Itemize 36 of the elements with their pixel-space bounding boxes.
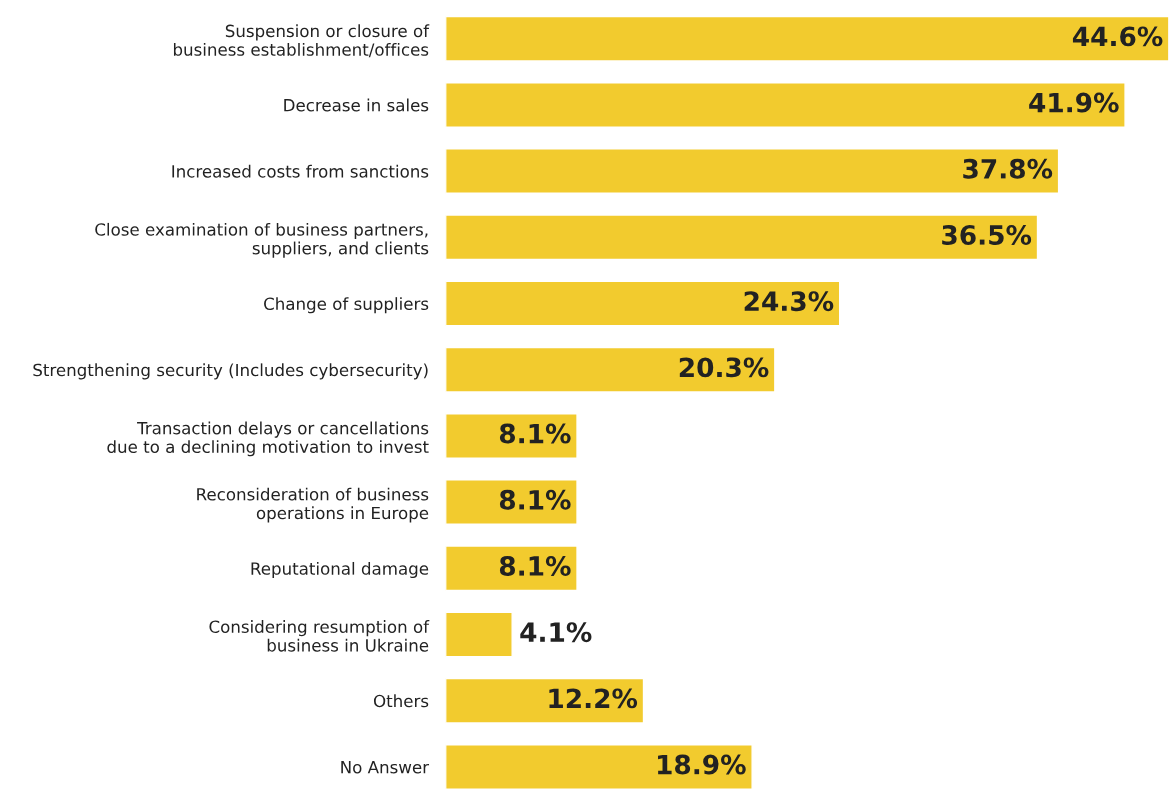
data-label: 37.8%: [963, 158, 1053, 179]
y-tick-label: Reputational damage: [251, 561, 429, 579]
y-tick-label: Considering resumption of business in Ukraine: [209, 620, 430, 652]
bar: [445, 148, 1060, 194]
y-tick-label: Reconsideration of business operations in Europe: [197, 487, 429, 523]
bar: [445, 346, 776, 393]
y-tick-label: Others: [373, 694, 429, 708]
bar: [445, 545, 578, 592]
bar: [445, 677, 645, 724]
bar: [445, 611, 513, 658]
data-label: 36.5%: [942, 225, 1032, 245]
bar: [445, 744, 753, 790]
y-tick-label: Decrease in sales: [284, 98, 429, 112]
y-tick-label: Transaction delays or cancellations due to a declining motivation to invest: [107, 421, 429, 457]
bar: [445, 413, 578, 459]
data-label: 44.6%: [1072, 26, 1163, 47]
bar: [445, 280, 841, 327]
data-label: 8.1%: [499, 489, 571, 510]
data-label: 4.1%: [520, 622, 592, 643]
bar: [445, 82, 1126, 128]
data-label: 18.9%: [658, 754, 746, 775]
y-tick-label: Increased costs from sanctions: [172, 164, 429, 178]
y-tick-label: No Answer: [341, 761, 430, 774]
data-label: 12.2%: [549, 688, 638, 709]
data-label: 8.1%: [499, 423, 571, 444]
y-tick-label: Suspension or closure of business establishment/offices: [173, 24, 430, 58]
data-label: 24.3%: [744, 291, 834, 312]
data-label: 41.9%: [1029, 92, 1119, 113]
bar: [445, 214, 1039, 261]
y-tick-label: Strengthening security (Includes cybersecurity): [33, 363, 428, 380]
data-label: 8.1%: [499, 556, 571, 576]
y-tick-label: Close examination of business partners, suppliers, and clients: [95, 222, 429, 258]
bar: [445, 15, 1170, 62]
y-tick-label: Change of suppliers: [264, 297, 429, 314]
data-label: 20.3%: [679, 357, 769, 378]
bar: [445, 479, 578, 525]
